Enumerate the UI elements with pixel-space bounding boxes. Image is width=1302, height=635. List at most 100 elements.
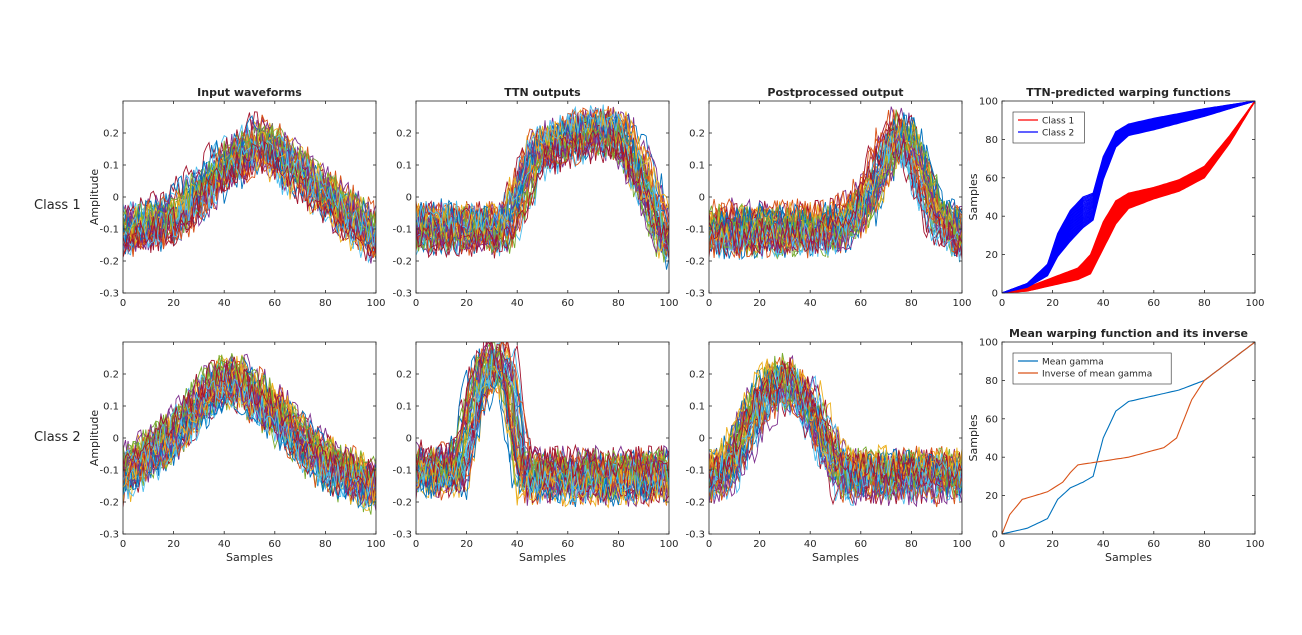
- x-tick-label: 40: [511, 539, 524, 550]
- x-axis-label: Samples: [812, 551, 859, 564]
- x-tick-label: 40: [1097, 539, 1110, 550]
- waveform-line: [709, 361, 962, 481]
- y-tick-label: -0.3: [685, 289, 705, 300]
- x-tick-label: 20: [167, 298, 180, 309]
- y-tick-label: 0: [113, 434, 119, 445]
- x-tick-label: 20: [753, 298, 766, 309]
- waveform-line: [709, 142, 962, 259]
- y-tick-label: 100: [979, 338, 998, 349]
- x-tick-label: 40: [804, 539, 817, 550]
- row-label-class-1: Class 1: [34, 198, 81, 213]
- y-tick-label: 100: [979, 97, 998, 108]
- plot-lines: [123, 111, 376, 264]
- y-axis-label: Samples: [967, 414, 980, 461]
- y-tick-label: 60: [985, 173, 998, 184]
- waveform-line: [123, 130, 376, 250]
- y-tick-label: 40: [985, 212, 998, 223]
- y-tick-label: -0.2: [392, 257, 412, 268]
- chart-panel-7: 0 20 40 60 80 100 -0.3 -0.2 -0.1 0 0.1 0.2 Samples: [685, 341, 972, 564]
- x-tick-label: 100: [1245, 539, 1264, 550]
- waveform-line: [416, 342, 669, 481]
- y-tick-label: -0.1: [392, 225, 412, 236]
- y-axis-label: Amplitude: [88, 169, 101, 226]
- y-tick-label: 0.2: [689, 129, 705, 140]
- x-tick-label: 100: [952, 539, 971, 550]
- x-tick-label: 60: [1147, 539, 1160, 550]
- chart-panel-2: 0 20 40 60 80 100 -0.3 -0.2 -0.1 0 0.1 0.2 TTN outpu…: [392, 86, 678, 309]
- plot-lines: [1002, 342, 1255, 534]
- x-tick-label: 100: [366, 298, 385, 309]
- x-tick-label: 60: [1147, 298, 1160, 309]
- y-tick-label: 0: [406, 193, 412, 204]
- y-tick-label: -0.2: [392, 498, 412, 509]
- x-tick-label: 100: [659, 298, 678, 309]
- y-tick-label: 0: [699, 434, 705, 445]
- chart-panel-5: 0 20 40 60 80 100 -0.3 -0.2 -0.1 0 0.1 0.2 Samples Am…: [88, 341, 386, 564]
- axes-box: [1001, 341, 1256, 535]
- waveform-line: [123, 124, 376, 242]
- y-tick-label: 0: [699, 193, 705, 204]
- x-tick-label: 100: [659, 539, 678, 550]
- y-tick-label: -0.1: [99, 225, 119, 236]
- y-tick-label: -0.2: [685, 257, 705, 268]
- plot-lines: [709, 106, 962, 263]
- x-axis-label: Samples: [519, 551, 566, 564]
- y-tick-label: -0.1: [685, 466, 705, 477]
- waveform-line: [709, 112, 962, 236]
- chart-title: Input waveforms: [197, 86, 302, 99]
- x-tick-label: 60: [854, 539, 867, 550]
- legend: Mean gamma Inverse of mean gamma: [1012, 352, 1172, 385]
- y-tick-label: 0.2: [103, 370, 119, 381]
- x-tick-label: 0: [706, 298, 712, 309]
- x-axis-label: Samples: [1105, 551, 1152, 564]
- x-tick-label: 40: [218, 298, 231, 309]
- x-tick-label: 80: [319, 298, 332, 309]
- waveform-line: [416, 367, 669, 503]
- x-tick-label: 40: [804, 298, 817, 309]
- x-tick-label: 80: [905, 298, 918, 309]
- y-tick-label: 20: [985, 491, 998, 502]
- x-tick-label: 100: [1245, 298, 1264, 309]
- x-tick-label: 60: [561, 539, 574, 550]
- y-axis-label: Samples: [967, 173, 980, 220]
- y-tick-label: -0.1: [392, 466, 412, 477]
- x-tick-label: 80: [612, 298, 625, 309]
- waveform-line: [709, 364, 962, 490]
- y-tick-label: 0.2: [103, 129, 119, 140]
- waveform-line: [123, 356, 376, 490]
- waveform-line: [709, 124, 962, 258]
- x-tick-label: 60: [268, 539, 281, 550]
- y-tick-label: 20: [985, 250, 998, 261]
- x-tick-label: 80: [905, 539, 918, 550]
- y-tick-label: 0.1: [396, 402, 412, 413]
- x-tick-label: 80: [1198, 539, 1211, 550]
- x-tick-label: 40: [1097, 298, 1110, 309]
- panels: 0 20 40 60 80 100 -0.3 -0.2 -0.1 0 0.1 0.2 Input wav…: [88, 86, 1265, 564]
- waveform-line: [416, 348, 669, 497]
- x-tick-label: 20: [1046, 539, 1059, 550]
- y-tick-label: 0.2: [396, 370, 412, 381]
- y-tick-label: 60: [985, 414, 998, 425]
- y-axis-label: Amplitude: [88, 410, 101, 467]
- x-tick-label: 60: [268, 298, 281, 309]
- plot-lines: [416, 104, 669, 270]
- waveform-line: [123, 139, 376, 252]
- y-tick-label: -0.2: [99, 498, 119, 509]
- x-tick-label: 40: [511, 298, 524, 309]
- legend-label: Class 1: [1042, 117, 1074, 127]
- x-tick-label: 20: [460, 539, 473, 550]
- y-tick-label: 0.1: [103, 161, 119, 172]
- y-tick-label: 0.2: [689, 370, 705, 381]
- y-tick-label: -0.3: [99, 530, 119, 541]
- y-tick-label: 0: [406, 434, 412, 445]
- legend-box: [1012, 111, 1085, 144]
- waveform-line: [123, 370, 376, 501]
- waveform-line: [416, 127, 669, 260]
- legend-label: Inverse of mean gamma: [1042, 370, 1152, 380]
- x-tick-label: 80: [1198, 298, 1211, 309]
- legend-label: Class 2: [1042, 129, 1074, 139]
- legend-label: Mean gamma: [1042, 358, 1104, 368]
- x-axis-label: Samples: [226, 551, 273, 564]
- series-line: [1002, 101, 1255, 293]
